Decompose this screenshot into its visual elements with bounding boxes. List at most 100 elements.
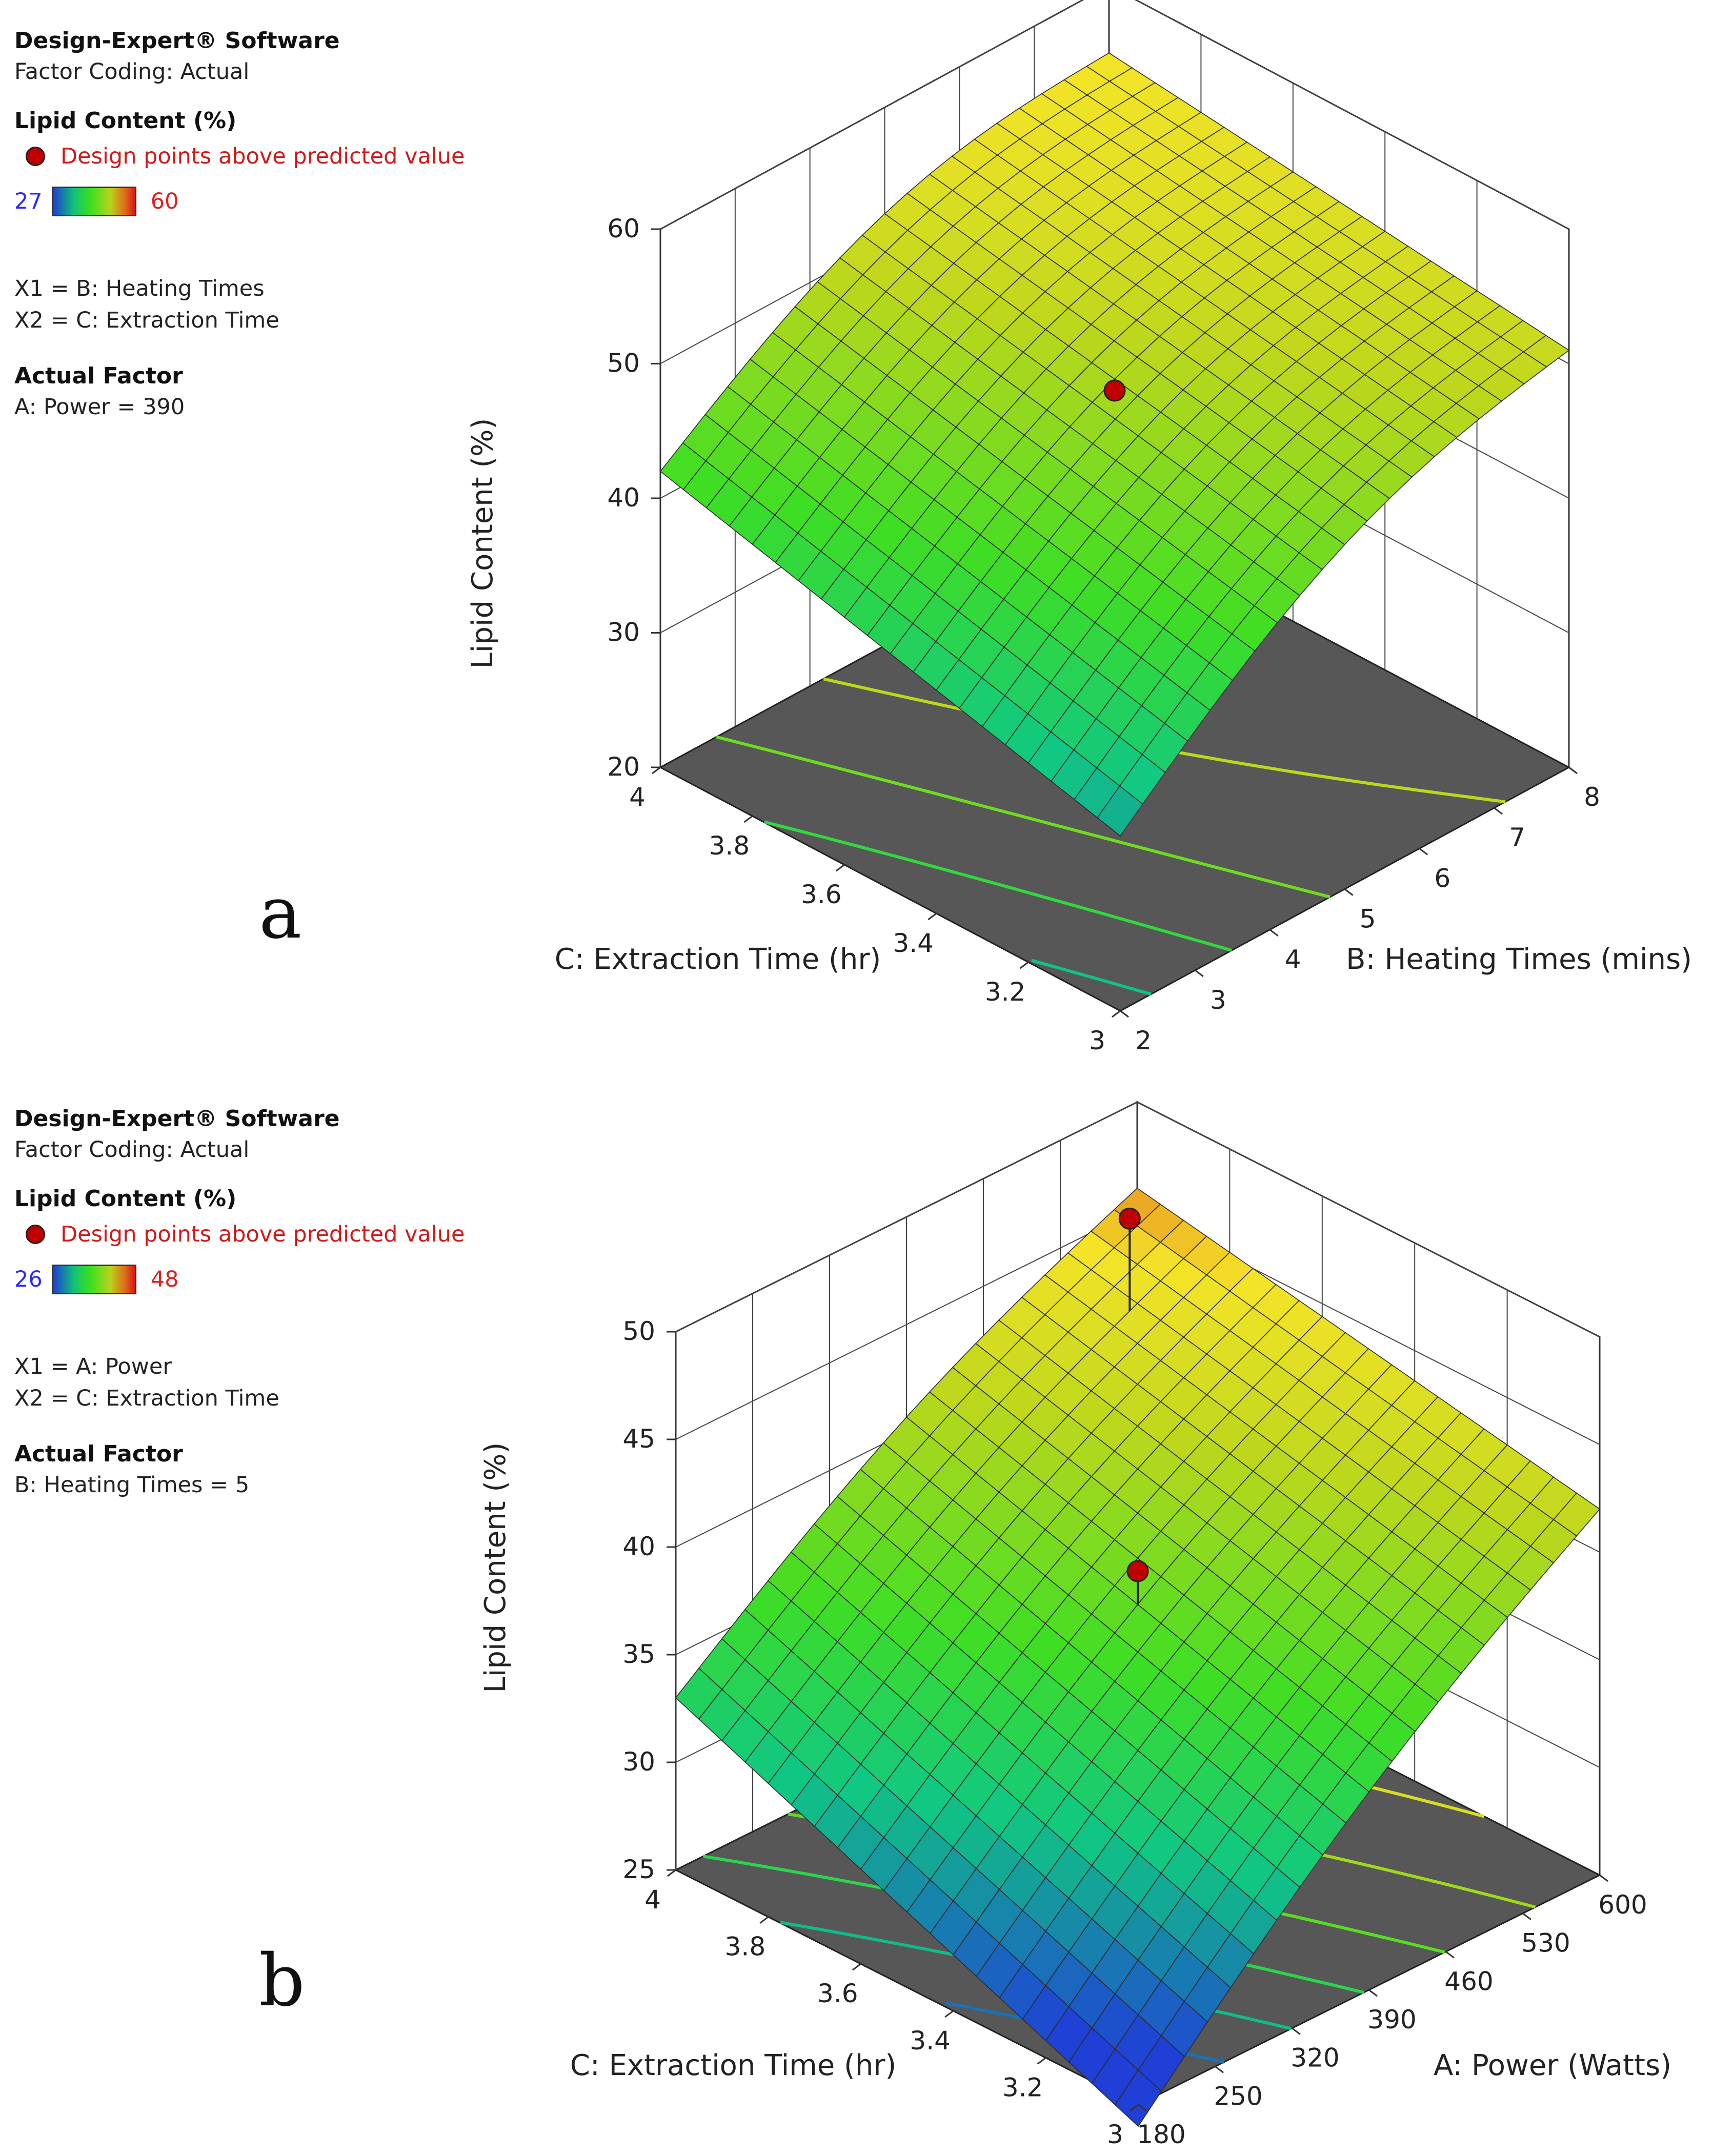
- y-tick: [1130, 2104, 1139, 2112]
- z-tick-label: 35: [622, 1639, 655, 1669]
- x-tick: [1494, 807, 1503, 815]
- y-tick: [743, 815, 753, 823]
- wall-grid-line: [660, 0, 1569, 230]
- y-tick: [1112, 1010, 1121, 1018]
- y-tick: [667, 1869, 676, 1877]
- x-tick-label: 6: [1434, 863, 1450, 893]
- design-points-legend: Design points above predicted value: [14, 1222, 527, 1247]
- surface-plot-a: 20 30 40 50 60 2 3 4 5 6 7 8 3 3.2 3.4 3.6 3.8 4 Lipid Con…: [466, 0, 1692, 1055]
- z-tick-label: 20: [607, 752, 640, 782]
- design-point-marker-icon: [26, 1225, 45, 1244]
- wall-grid-line: [675, 1101, 1600, 1337]
- z-axis-title: Lipid Content (%): [479, 1442, 512, 1693]
- actual-factor-value: A: Power = 390: [14, 394, 185, 420]
- panel-label: b: [259, 1939, 305, 2023]
- x-tick: [1599, 1874, 1608, 1882]
- legend-a: Design-Expert® Software Factor Coding: A…: [14, 26, 527, 422]
- response-title: Lipid Content (%): [14, 1186, 237, 1212]
- z-tick-label: 25: [622, 1855, 655, 1884]
- response-title: Lipid Content (%): [14, 108, 237, 134]
- color-gradient-bar: [51, 1265, 136, 1294]
- y-tick: [944, 2010, 954, 2018]
- x-tick: [1419, 848, 1428, 856]
- y-tick-label: 4: [629, 782, 646, 812]
- x-tick-label: 320: [1291, 2043, 1339, 2073]
- actual-factor-value: B: Heating Times = 5: [14, 1472, 250, 1498]
- software-title: Design-Expert® Software: [14, 28, 340, 54]
- x-tick: [1568, 766, 1578, 775]
- y-tick-label: 3.6: [817, 1979, 858, 2008]
- x-tick-label: 3: [1210, 985, 1226, 1015]
- y-tick: [928, 912, 937, 921]
- z-tick-label: 60: [607, 214, 640, 243]
- contour-line: [716, 735, 1331, 899]
- y-tick-label: 3.6: [801, 880, 842, 909]
- y-tick-label: 3.4: [910, 2026, 951, 2056]
- z-tick-label: 40: [622, 1532, 655, 1561]
- contour-line: [1031, 959, 1152, 996]
- y-axis-title: C: Extraction Time (hr): [555, 943, 881, 976]
- z-tick-label: 50: [622, 1316, 655, 1346]
- z-tick-label: 45: [622, 1424, 655, 1454]
- panel-label: a: [259, 871, 302, 955]
- y-tick-label: 3.8: [709, 831, 750, 861]
- y-tick: [852, 1963, 861, 1971]
- x-tick: [1194, 969, 1204, 978]
- design-points-label: Design points above predicted value: [61, 1222, 465, 1247]
- x-tick: [1344, 888, 1354, 896]
- x-tick-label: 2: [1135, 1026, 1152, 1055]
- software-title: Design-Expert® Software: [14, 1106, 340, 1132]
- x-tick-label: 180: [1137, 2120, 1185, 2149]
- x-tick-label: 250: [1214, 2081, 1262, 2111]
- y-tick: [1019, 961, 1029, 969]
- scale-low: 26: [14, 1267, 43, 1292]
- x-tick-label: 7: [1509, 823, 1525, 852]
- y-tick-label: 3.4: [893, 928, 934, 958]
- surface-plot-b: 25 30 35 40 45 50 180 250 320 390 460 530 600 3 3.2 3.4…: [479, 1101, 1671, 2149]
- x-tick-label: 600: [1598, 1890, 1647, 1920]
- x-tick: [1269, 929, 1279, 937]
- x1-definition: X1 = A: Power: [14, 1354, 172, 1379]
- x-tick: [1215, 2066, 1224, 2073]
- y-tick: [652, 766, 661, 775]
- x-tick: [1138, 2104, 1147, 2112]
- x-tick-label: 460: [1444, 1966, 1493, 1996]
- x-tick: [1368, 1989, 1378, 1997]
- x2-definition: X2 = C: Extraction Time: [14, 308, 279, 333]
- y-tick-label: 3: [1089, 1026, 1105, 1055]
- y-tick: [759, 1916, 769, 1924]
- design-point: [1118, 1207, 1141, 1230]
- panel-b: Design-Expert® Software Factor Coding: A…: [0, 1078, 1713, 2156]
- x-tick: [1292, 2027, 1301, 2035]
- color-scale: 27 60: [14, 187, 527, 216]
- scale-high: 48: [150, 1267, 179, 1292]
- y-axis-title: C: Extraction Time (hr): [570, 2049, 897, 2082]
- y-tick-label: 3: [1107, 2120, 1123, 2149]
- x-tick: [1120, 1010, 1129, 1018]
- design-points-legend: Design points above predicted value: [14, 144, 527, 169]
- y-tick-label: 3.8: [725, 1932, 766, 1962]
- design-point: [1103, 379, 1126, 402]
- x1-definition: X1 = B: Heating Times: [14, 276, 265, 301]
- x-tick: [1522, 1913, 1531, 1920]
- z-tick-label: 50: [607, 349, 640, 378]
- scale-low: 27: [14, 189, 43, 214]
- design-points-label: Design points above predicted value: [61, 144, 465, 169]
- y-tick-label: 3.2: [1002, 2072, 1043, 2102]
- legend-b: Design-Expert® Software Factor Coding: A…: [14, 1104, 527, 1500]
- x-tick: [1445, 1951, 1455, 1959]
- color-gradient-bar: [51, 187, 136, 216]
- design-point: [1126, 1560, 1149, 1582]
- y-tick-label: 4: [644, 1885, 661, 1915]
- x-tick-label: 5: [1360, 904, 1376, 934]
- y-tick-label: 3.2: [985, 977, 1026, 1007]
- z-tick-label: 30: [622, 1747, 655, 1777]
- x-tick-label: 390: [1367, 2005, 1416, 2035]
- x-axis-title: A: Power (Watts): [1434, 2049, 1671, 2082]
- scale-high: 60: [150, 189, 179, 214]
- contour-line: [763, 820, 1233, 952]
- actual-factor-title: Actual Factor: [14, 363, 183, 389]
- z-tick-label: 30: [607, 618, 640, 647]
- surface-cell: [1097, 785, 1143, 837]
- y-tick: [1037, 2057, 1046, 2065]
